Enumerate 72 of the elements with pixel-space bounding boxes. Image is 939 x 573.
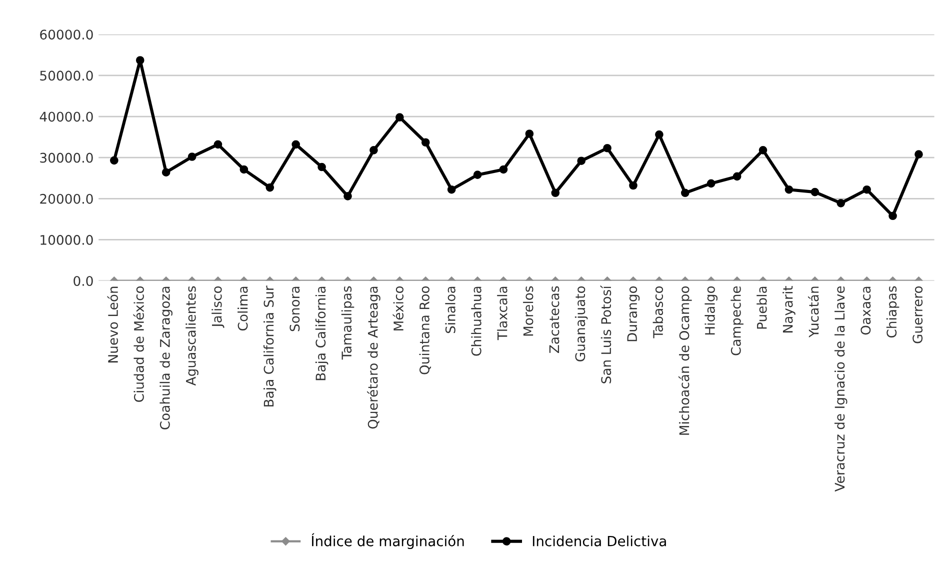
x-tick-label: Yucatán — [808, 286, 819, 338]
y-tick-label: 30000.0 — [40, 152, 93, 163]
x-tick-label: San Luis Potosí — [600, 285, 612, 384]
y-tick-label: 60000.0 — [40, 30, 93, 40]
x-tick-label: Jalisco — [212, 286, 224, 328]
point — [214, 140, 222, 149]
point — [395, 113, 404, 122]
x-tick-label: Chihuahua — [471, 286, 482, 356]
point — [836, 198, 846, 208]
legend-label: Índice de marginación — [312, 533, 464, 550]
point — [240, 165, 248, 174]
point — [188, 152, 196, 161]
x-tick-label: Puebla — [756, 286, 767, 329]
point — [888, 212, 897, 220]
x-tick-label: Ciudad de México — [133, 286, 144, 402]
point — [914, 150, 923, 158]
legend-label: Incidencia Delictiva — [532, 536, 666, 546]
y-tick-label: 10000.0 — [40, 234, 93, 245]
point — [758, 146, 768, 154]
point — [706, 179, 716, 188]
x-tick-label: Nayarit — [782, 286, 796, 332]
point — [680, 188, 690, 198]
point — [577, 156, 586, 166]
point — [473, 170, 482, 179]
x-tick-label: Guanajuato — [574, 286, 588, 362]
y-tick-label: 50000.0 — [40, 70, 93, 81]
x-tick-label: Sinaloa — [445, 286, 456, 334]
point — [629, 181, 638, 190]
x-tick-label: Morelos — [523, 286, 534, 336]
point — [603, 144, 612, 152]
x-tick-label: Tamaulipas — [341, 286, 354, 360]
point — [810, 188, 820, 196]
point — [344, 192, 352, 200]
x-tick-label: Sonora — [290, 286, 300, 332]
x-tick-label: Quintana Roo — [419, 286, 431, 374]
point — [784, 185, 794, 194]
x-tick-label: Oaxaca — [860, 286, 871, 335]
y-tick-label: 40000.0 — [40, 112, 93, 122]
x-tick-label: Baja California — [315, 286, 328, 380]
point — [732, 172, 742, 181]
point — [499, 165, 508, 174]
x-tick-label: Tlaxcala — [497, 286, 508, 340]
point — [447, 185, 456, 194]
point — [551, 188, 560, 198]
x-tick-label: Hidalgo — [704, 286, 718, 334]
x-tick-label: Zacatecas — [549, 286, 560, 354]
x-tick-label: Michoacán de Ocampo — [678, 286, 692, 435]
x-tick-label: Coahuila de Zaragoza — [160, 286, 172, 430]
x-tick-label: Querétaro de Arteaga — [367, 286, 380, 429]
point — [421, 138, 430, 147]
point — [525, 130, 534, 138]
x-tick-label: Campeche — [730, 286, 744, 356]
x-tick-label: Nuevo León — [107, 286, 118, 362]
x-tick-label: México — [392, 286, 404, 330]
x-tick-label: Durango — [627, 286, 640, 342]
point — [370, 146, 378, 154]
y-tick-label: 20000.0 — [40, 194, 93, 204]
x-tick-label: Tabasco — [652, 286, 664, 338]
point — [266, 183, 274, 192]
point — [110, 156, 118, 165]
x-tick-label: Colima — [238, 286, 248, 330]
point — [292, 140, 300, 149]
point — [162, 168, 170, 177]
x-tick-label: Baja California Sur — [264, 286, 276, 406]
x-tick-label: Guerrero — [912, 286, 923, 344]
point — [318, 162, 326, 172]
x-tick-label: Chiapas — [886, 286, 900, 338]
x-tick-label: Aguascalientes — [186, 286, 198, 386]
y-tick-label: 0.0 — [74, 276, 93, 286]
x-tick-label: Veracruz de Ignacio de la Llave — [834, 286, 848, 492]
point — [862, 185, 871, 194]
point — [655, 130, 664, 139]
